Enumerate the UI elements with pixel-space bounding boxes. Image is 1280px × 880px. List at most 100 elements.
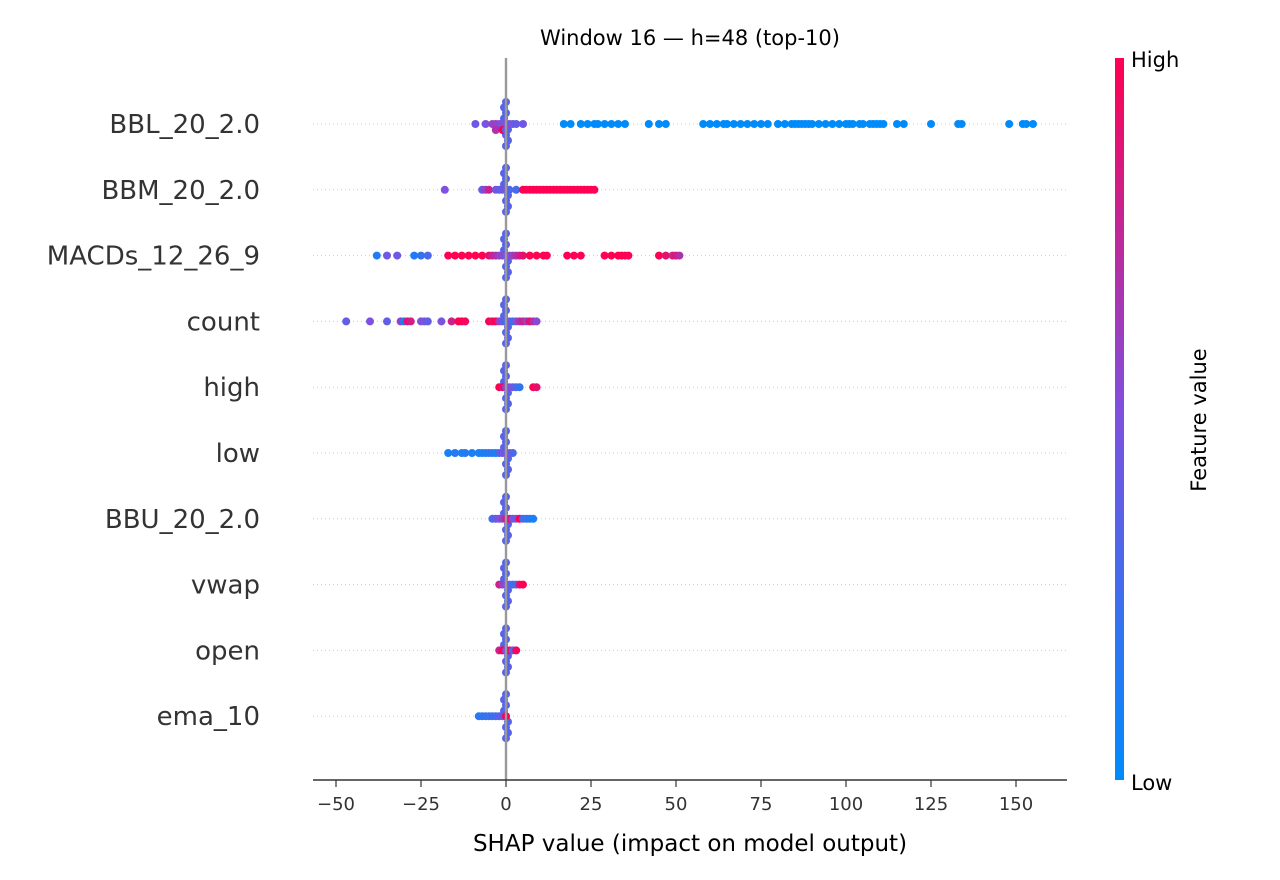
data-point [512, 646, 521, 655]
feature-label: BBU_20_2.0 [105, 505, 260, 535]
data-point [464, 251, 473, 260]
data-point [570, 251, 578, 260]
x-tick-label: 50 [665, 794, 688, 815]
feature-label: high [203, 373, 260, 403]
x-axis-label: SHAP value (impact on model output) [473, 831, 907, 857]
colorbar-high-label: High [1131, 48, 1179, 72]
data-point [451, 251, 459, 260]
data-point [821, 120, 830, 128]
data-point [406, 317, 415, 326]
data-point [566, 120, 575, 128]
data-point [750, 120, 759, 128]
data-point [383, 251, 391, 260]
data-point [927, 120, 935, 128]
data-point [423, 251, 432, 260]
x-tick-label: −50 [317, 794, 355, 815]
data-point [461, 449, 470, 457]
data-point [576, 251, 585, 260]
data-point [590, 185, 599, 194]
x-tick-label: 125 [914, 794, 948, 815]
data-point [706, 120, 714, 128]
data-point [757, 120, 765, 128]
data-point [835, 120, 844, 128]
data-point [471, 120, 480, 128]
data-point [468, 449, 476, 457]
data-point [505, 185, 514, 194]
data-point [593, 120, 602, 128]
data-point [893, 120, 901, 128]
data-point [1029, 120, 1037, 128]
x-tick-label: 0 [500, 794, 511, 815]
data-point [410, 251, 419, 260]
data-point [491, 126, 500, 134]
data-point [366, 317, 374, 326]
data-point [1005, 120, 1014, 128]
data-point [519, 580, 527, 589]
data-point [600, 120, 609, 128]
data-point [848, 120, 857, 128]
data-point [451, 449, 459, 457]
data-point [532, 317, 541, 326]
data-point [957, 120, 966, 128]
x-tick-label: 100 [829, 794, 863, 815]
data-point [814, 120, 823, 128]
data-point [512, 185, 521, 194]
data-point [512, 120, 521, 128]
data-point [559, 120, 568, 128]
data-point [600, 251, 609, 260]
x-axis-ticks: −50 −25 0 25 50 75 100 125 150 [317, 780, 1033, 815]
data-point [471, 251, 480, 260]
data-point [899, 120, 908, 128]
feature-label: low [216, 439, 260, 469]
data-point [828, 120, 837, 128]
chart-title: Window 16 — h=48 (top-10) [540, 26, 840, 50]
data-point [342, 317, 351, 326]
data-point [372, 251, 381, 260]
data-point [624, 251, 633, 260]
data-point [457, 251, 466, 260]
data-point [519, 120, 527, 128]
data-point [808, 120, 816, 128]
data-point [743, 120, 752, 128]
feature-label: count [187, 307, 260, 337]
data-point [607, 251, 616, 260]
data-point [736, 120, 745, 128]
data-point [879, 120, 888, 128]
feature-label: vwap [191, 571, 260, 601]
data-point [423, 317, 432, 326]
data-point [532, 383, 541, 392]
colorbar [1115, 58, 1124, 780]
data-point [542, 251, 551, 260]
data-point [644, 120, 653, 128]
data-point [444, 449, 453, 457]
data-point [461, 317, 470, 326]
data-point [583, 120, 592, 128]
data-point [780, 120, 789, 128]
feature-label: ema_10 [157, 702, 260, 732]
data-point [729, 120, 738, 128]
data-point [515, 383, 524, 392]
data-point [532, 251, 541, 260]
feature-label: BBL_20_2.0 [109, 110, 260, 140]
data-point [859, 120, 867, 128]
data-point [774, 120, 782, 128]
data-point [519, 251, 527, 260]
data-point [485, 185, 493, 194]
data-point [393, 251, 402, 260]
x-tick-label: 150 [999, 794, 1033, 815]
data-points [342, 98, 1037, 743]
feature-label: BBM_20_2.0 [101, 176, 260, 206]
data-point [563, 251, 572, 260]
data-point [661, 120, 670, 128]
data-point [621, 120, 629, 128]
data-point [440, 185, 449, 194]
data-point [614, 120, 623, 128]
data-point [763, 120, 772, 128]
data-point [444, 251, 453, 260]
data-point [529, 514, 538, 523]
data-point [1022, 120, 1031, 128]
data-point [447, 317, 456, 326]
